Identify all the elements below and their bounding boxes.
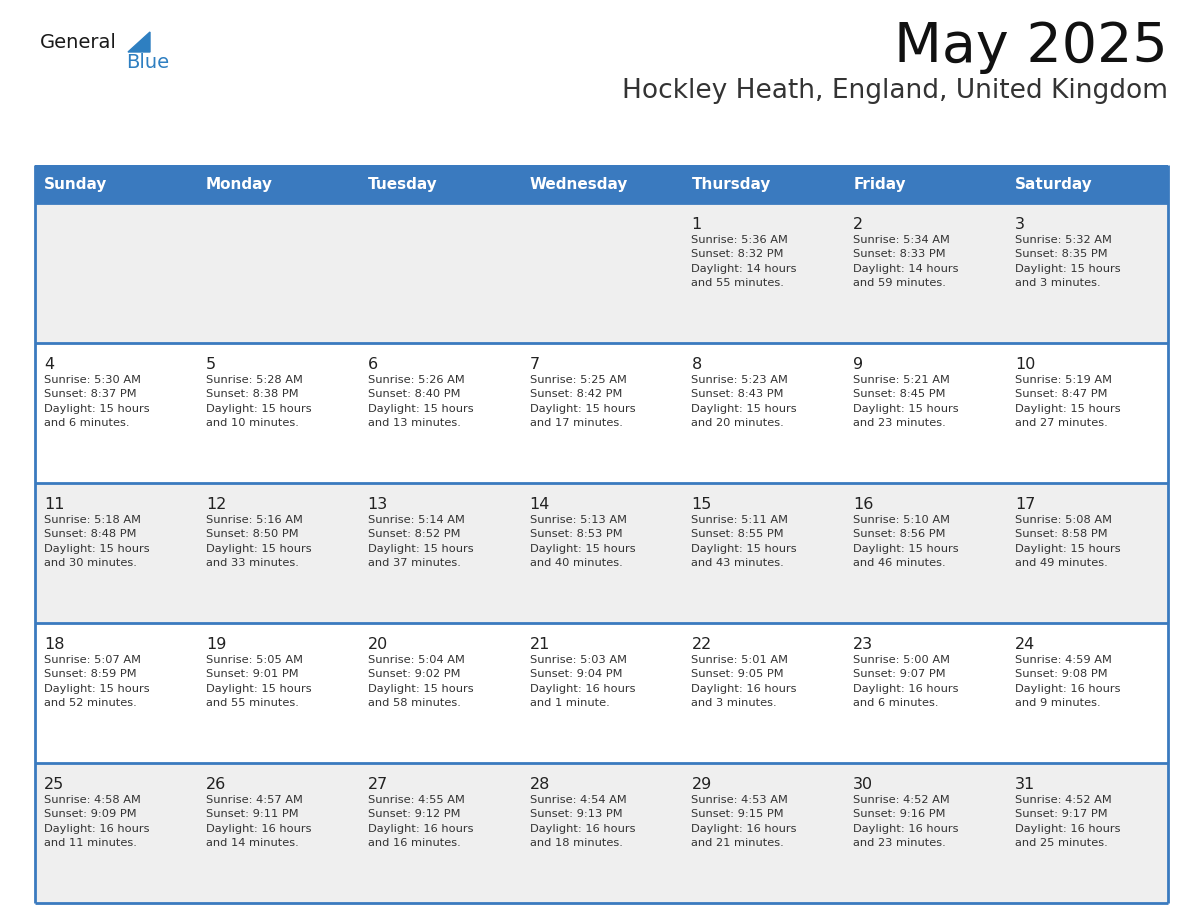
Text: Sunrise: 5:04 AM
Sunset: 9:02 PM
Daylight: 15 hours
and 58 minutes.: Sunrise: 5:04 AM Sunset: 9:02 PM Dayligh… — [368, 655, 473, 708]
Text: 6: 6 — [368, 357, 378, 372]
Text: Sunrise: 5:28 AM
Sunset: 8:38 PM
Daylight: 15 hours
and 10 minutes.: Sunrise: 5:28 AM Sunset: 8:38 PM Dayligh… — [206, 375, 311, 428]
Text: Sunrise: 5:26 AM
Sunset: 8:40 PM
Daylight: 15 hours
and 13 minutes.: Sunrise: 5:26 AM Sunset: 8:40 PM Dayligh… — [368, 375, 473, 428]
Text: Thursday: Thursday — [691, 176, 771, 192]
Text: Sunrise: 4:53 AM
Sunset: 9:15 PM
Daylight: 16 hours
and 21 minutes.: Sunrise: 4:53 AM Sunset: 9:15 PM Dayligh… — [691, 795, 797, 848]
Text: Sunrise: 5:25 AM
Sunset: 8:42 PM
Daylight: 15 hours
and 17 minutes.: Sunrise: 5:25 AM Sunset: 8:42 PM Dayligh… — [530, 375, 636, 428]
Bar — [845, 165, 1006, 203]
Text: Sunrise: 5:10 AM
Sunset: 8:56 PM
Daylight: 15 hours
and 46 minutes.: Sunrise: 5:10 AM Sunset: 8:56 PM Dayligh… — [853, 515, 959, 568]
Text: Sunrise: 4:55 AM
Sunset: 9:12 PM
Daylight: 16 hours
and 16 minutes.: Sunrise: 4:55 AM Sunset: 9:12 PM Dayligh… — [368, 795, 473, 848]
Bar — [682, 165, 845, 203]
Text: 5: 5 — [206, 357, 216, 372]
Text: 15: 15 — [691, 497, 712, 512]
Text: Sunrise: 5:11 AM
Sunset: 8:55 PM
Daylight: 15 hours
and 43 minutes.: Sunrise: 5:11 AM Sunset: 8:55 PM Dayligh… — [691, 515, 797, 568]
Text: 13: 13 — [368, 497, 388, 512]
Text: Sunrise: 4:59 AM
Sunset: 9:08 PM
Daylight: 16 hours
and 9 minutes.: Sunrise: 4:59 AM Sunset: 9:08 PM Dayligh… — [1015, 655, 1120, 708]
Text: Sunday: Sunday — [44, 176, 107, 192]
Bar — [1006, 165, 1168, 203]
Text: 29: 29 — [691, 777, 712, 792]
Text: 21: 21 — [530, 637, 550, 652]
Bar — [34, 623, 1168, 763]
Text: 26: 26 — [206, 777, 226, 792]
Text: 31: 31 — [1015, 777, 1036, 792]
Text: Sunrise: 5:18 AM
Sunset: 8:48 PM
Daylight: 15 hours
and 30 minutes.: Sunrise: 5:18 AM Sunset: 8:48 PM Dayligh… — [44, 515, 150, 568]
Bar — [520, 165, 682, 203]
Text: Wednesday: Wednesday — [530, 176, 628, 192]
Text: 11: 11 — [44, 497, 64, 512]
Bar — [34, 483, 1168, 623]
Text: Sunrise: 5:14 AM
Sunset: 8:52 PM
Daylight: 15 hours
and 37 minutes.: Sunrise: 5:14 AM Sunset: 8:52 PM Dayligh… — [368, 515, 473, 568]
Text: Blue: Blue — [126, 53, 169, 72]
Text: Sunrise: 5:32 AM
Sunset: 8:35 PM
Daylight: 15 hours
and 3 minutes.: Sunrise: 5:32 AM Sunset: 8:35 PM Dayligh… — [1015, 235, 1120, 288]
Text: 18: 18 — [44, 637, 64, 652]
Bar — [34, 203, 1168, 343]
Text: 3: 3 — [1015, 217, 1025, 232]
Text: Sunrise: 4:57 AM
Sunset: 9:11 PM
Daylight: 16 hours
and 14 minutes.: Sunrise: 4:57 AM Sunset: 9:11 PM Dayligh… — [206, 795, 311, 848]
Text: Friday: Friday — [853, 176, 906, 192]
Text: Sunrise: 5:05 AM
Sunset: 9:01 PM
Daylight: 15 hours
and 55 minutes.: Sunrise: 5:05 AM Sunset: 9:01 PM Dayligh… — [206, 655, 311, 708]
Bar — [34, 343, 1168, 483]
Text: Sunrise: 5:21 AM
Sunset: 8:45 PM
Daylight: 15 hours
and 23 minutes.: Sunrise: 5:21 AM Sunset: 8:45 PM Dayligh… — [853, 375, 959, 428]
Text: Sunrise: 5:34 AM
Sunset: 8:33 PM
Daylight: 14 hours
and 59 minutes.: Sunrise: 5:34 AM Sunset: 8:33 PM Dayligh… — [853, 235, 959, 288]
Text: Hockley Heath, England, United Kingdom: Hockley Heath, England, United Kingdom — [623, 78, 1168, 104]
Text: 23: 23 — [853, 637, 873, 652]
Text: Sunrise: 5:03 AM
Sunset: 9:04 PM
Daylight: 16 hours
and 1 minute.: Sunrise: 5:03 AM Sunset: 9:04 PM Dayligh… — [530, 655, 636, 708]
Text: 1: 1 — [691, 217, 702, 232]
Text: 14: 14 — [530, 497, 550, 512]
Text: 2: 2 — [853, 217, 864, 232]
Text: 27: 27 — [368, 777, 388, 792]
Text: Monday: Monday — [206, 176, 273, 192]
Text: Saturday: Saturday — [1015, 176, 1093, 192]
Text: 20: 20 — [368, 637, 388, 652]
Text: 12: 12 — [206, 497, 226, 512]
Text: Sunrise: 5:00 AM
Sunset: 9:07 PM
Daylight: 16 hours
and 6 minutes.: Sunrise: 5:00 AM Sunset: 9:07 PM Dayligh… — [853, 655, 959, 708]
Text: 19: 19 — [206, 637, 226, 652]
Bar — [197, 165, 359, 203]
Text: General: General — [40, 33, 116, 52]
Text: Sunrise: 5:30 AM
Sunset: 8:37 PM
Daylight: 15 hours
and 6 minutes.: Sunrise: 5:30 AM Sunset: 8:37 PM Dayligh… — [44, 375, 150, 428]
Text: Sunrise: 4:52 AM
Sunset: 9:17 PM
Daylight: 16 hours
and 25 minutes.: Sunrise: 4:52 AM Sunset: 9:17 PM Dayligh… — [1015, 795, 1120, 848]
Text: 30: 30 — [853, 777, 873, 792]
Text: 4: 4 — [44, 357, 55, 372]
Text: Sunrise: 5:13 AM
Sunset: 8:53 PM
Daylight: 15 hours
and 40 minutes.: Sunrise: 5:13 AM Sunset: 8:53 PM Dayligh… — [530, 515, 636, 568]
Bar — [34, 763, 1168, 903]
Text: 16: 16 — [853, 497, 873, 512]
Text: Sunrise: 5:07 AM
Sunset: 8:59 PM
Daylight: 15 hours
and 52 minutes.: Sunrise: 5:07 AM Sunset: 8:59 PM Dayligh… — [44, 655, 150, 708]
Text: 9: 9 — [853, 357, 864, 372]
Text: 22: 22 — [691, 637, 712, 652]
Text: 24: 24 — [1015, 637, 1036, 652]
Polygon shape — [128, 32, 150, 52]
Text: Sunrise: 4:54 AM
Sunset: 9:13 PM
Daylight: 16 hours
and 18 minutes.: Sunrise: 4:54 AM Sunset: 9:13 PM Dayligh… — [530, 795, 636, 848]
Bar — [34, 165, 197, 203]
Text: Sunrise: 4:58 AM
Sunset: 9:09 PM
Daylight: 16 hours
and 11 minutes.: Sunrise: 4:58 AM Sunset: 9:09 PM Dayligh… — [44, 795, 150, 848]
Text: Sunrise: 5:23 AM
Sunset: 8:43 PM
Daylight: 15 hours
and 20 minutes.: Sunrise: 5:23 AM Sunset: 8:43 PM Dayligh… — [691, 375, 797, 428]
Text: 7: 7 — [530, 357, 539, 372]
Text: Sunrise: 5:08 AM
Sunset: 8:58 PM
Daylight: 15 hours
and 49 minutes.: Sunrise: 5:08 AM Sunset: 8:58 PM Dayligh… — [1015, 515, 1120, 568]
Bar — [359, 165, 520, 203]
Text: 8: 8 — [691, 357, 702, 372]
Text: Sunrise: 5:16 AM
Sunset: 8:50 PM
Daylight: 15 hours
and 33 minutes.: Sunrise: 5:16 AM Sunset: 8:50 PM Dayligh… — [206, 515, 311, 568]
Text: 25: 25 — [44, 777, 64, 792]
Text: Tuesday: Tuesday — [368, 176, 437, 192]
Text: 10: 10 — [1015, 357, 1036, 372]
Text: Sunrise: 5:19 AM
Sunset: 8:47 PM
Daylight: 15 hours
and 27 minutes.: Sunrise: 5:19 AM Sunset: 8:47 PM Dayligh… — [1015, 375, 1120, 428]
Text: Sunrise: 5:36 AM
Sunset: 8:32 PM
Daylight: 14 hours
and 55 minutes.: Sunrise: 5:36 AM Sunset: 8:32 PM Dayligh… — [691, 235, 797, 288]
Text: 17: 17 — [1015, 497, 1036, 512]
Text: Sunrise: 5:01 AM
Sunset: 9:05 PM
Daylight: 16 hours
and 3 minutes.: Sunrise: 5:01 AM Sunset: 9:05 PM Dayligh… — [691, 655, 797, 708]
Text: 28: 28 — [530, 777, 550, 792]
Text: May 2025: May 2025 — [895, 20, 1168, 74]
Text: Sunrise: 4:52 AM
Sunset: 9:16 PM
Daylight: 16 hours
and 23 minutes.: Sunrise: 4:52 AM Sunset: 9:16 PM Dayligh… — [853, 795, 959, 848]
